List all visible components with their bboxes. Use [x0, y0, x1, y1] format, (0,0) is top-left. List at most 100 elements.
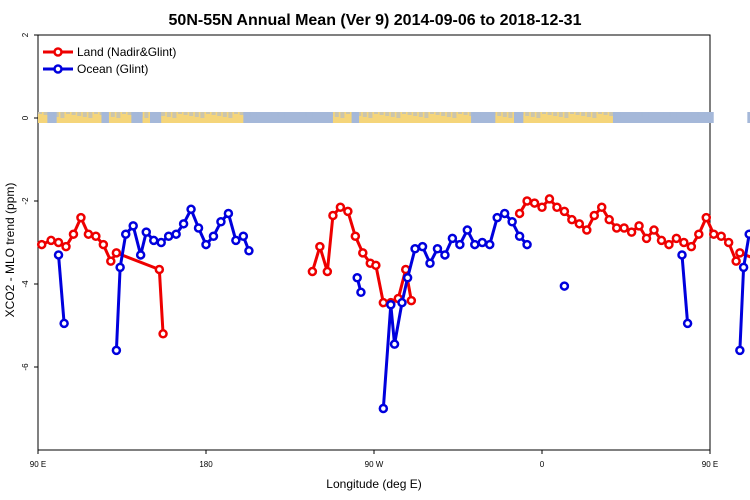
band-texture	[329, 112, 334, 116]
data-point	[682, 318, 693, 329]
data-point	[231, 235, 241, 246]
band-texture	[334, 112, 339, 117]
band-texture	[374, 112, 378, 114]
band-texture	[234, 112, 238, 114]
data-point	[589, 210, 600, 221]
band-texture	[441, 112, 446, 116]
data-point	[537, 202, 547, 212]
data-point	[664, 239, 674, 250]
x-axis: 90 E 180 90 W 0 90 E	[30, 450, 718, 469]
data-point	[358, 248, 368, 258]
data-point	[335, 202, 346, 212]
data-point	[656, 235, 667, 246]
band-texture	[357, 112, 362, 116]
band-texture	[519, 112, 524, 115]
band-texture	[446, 112, 451, 117]
data-point	[350, 231, 361, 242]
band-ocean	[101, 112, 109, 123]
data-point	[154, 264, 165, 275]
band-texture	[430, 112, 434, 114]
band-texture	[318, 112, 322, 114]
band-texture	[94, 112, 98, 114]
band-texture	[592, 112, 597, 118]
series-line	[114, 207, 251, 351]
band-texture	[598, 112, 602, 114]
data-point	[322, 266, 333, 277]
data-point	[559, 281, 570, 291]
data-point	[208, 231, 219, 242]
series-layer	[36, 194, 750, 414]
data-point	[141, 227, 152, 237]
band-texture	[312, 112, 317, 118]
band-texture	[704, 112, 709, 118]
y-axis-label: XCO2 - MLO trend (ppm)	[3, 183, 17, 318]
chart-title: 50N-55N Annual Mean (Ver 9) 2014-09-06 t…	[169, 12, 582, 29]
band-texture	[413, 112, 418, 116]
data-point	[53, 250, 64, 260]
data-point	[171, 229, 181, 239]
data-point	[514, 208, 525, 219]
data-point	[731, 256, 741, 266]
legend-land-label: Land (Nadir&Glint)	[77, 45, 176, 59]
data-point	[671, 233, 682, 244]
band-texture	[144, 112, 149, 118]
data-point	[559, 206, 570, 217]
data-point	[216, 217, 226, 227]
data-point	[402, 273, 413, 283]
band-texture	[290, 112, 294, 114]
x-tick-label: 90 E	[30, 460, 46, 469]
band-texture	[211, 112, 216, 115]
data-point	[397, 297, 407, 308]
band-texture	[609, 112, 614, 116]
band-texture	[637, 112, 642, 116]
data-point	[611, 223, 622, 233]
band-texture	[206, 112, 210, 114]
band-texture	[575, 112, 580, 115]
data-point	[386, 300, 396, 310]
data-point	[604, 214, 614, 225]
band-texture	[273, 112, 278, 116]
band-texture	[256, 112, 261, 118]
band-texture	[245, 112, 250, 116]
band-texture	[150, 112, 154, 114]
band-texture	[665, 112, 670, 116]
data-point	[477, 237, 488, 248]
data-point	[53, 237, 64, 248]
data-point	[522, 196, 532, 206]
band-texture	[424, 112, 429, 118]
data-point	[356, 287, 366, 298]
y-tick-label: -4	[21, 280, 30, 288]
series-0	[36, 194, 750, 339]
data-point	[686, 241, 697, 252]
data-point	[378, 403, 389, 414]
band-texture	[194, 112, 199, 117]
band-texture	[530, 112, 535, 117]
band-texture	[407, 112, 412, 115]
data-point	[744, 229, 750, 239]
data-point	[552, 202, 562, 212]
band-texture	[514, 112, 518, 114]
data-point	[708, 229, 719, 239]
band-texture	[368, 112, 373, 118]
data-point	[677, 250, 687, 260]
data-point	[158, 329, 168, 339]
band-texture	[122, 112, 126, 114]
band-texture	[648, 112, 653, 118]
data-point	[59, 318, 69, 329]
band-texture	[402, 112, 406, 114]
band-texture	[161, 112, 166, 116]
land-ocean-band	[38, 112, 750, 123]
data-point	[417, 241, 428, 252]
band-texture	[379, 112, 384, 115]
data-point	[128, 221, 138, 231]
data-point	[83, 229, 94, 239]
data-point	[619, 223, 629, 233]
band-texture	[687, 112, 692, 115]
band-texture	[284, 112, 289, 118]
data-point	[529, 198, 540, 208]
band-texture	[626, 112, 630, 114]
legend: Land (Nadir&Glint) Ocean (Glint)	[43, 45, 176, 76]
data-point	[462, 225, 473, 235]
band-texture	[217, 112, 222, 116]
data-point	[98, 239, 109, 250]
